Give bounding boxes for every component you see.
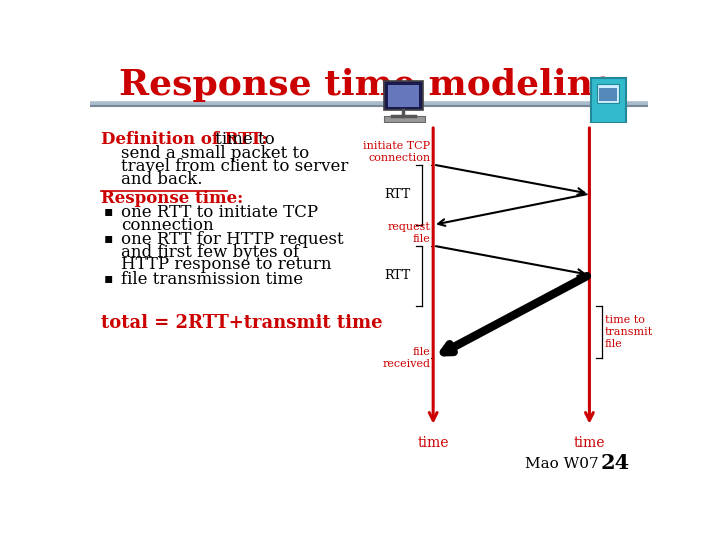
Text: Response time modeling: Response time modeling xyxy=(120,68,618,102)
Text: ▪: ▪ xyxy=(104,271,113,285)
Text: HTTP response to return: HTTP response to return xyxy=(121,256,331,273)
Text: time to: time to xyxy=(210,131,275,148)
Text: and back.: and back. xyxy=(121,171,202,188)
Text: request
file: request file xyxy=(387,222,431,244)
Text: time: time xyxy=(574,436,606,450)
Text: Mao W07: Mao W07 xyxy=(526,457,599,471)
Text: 24: 24 xyxy=(600,453,630,473)
Text: travel from client to server: travel from client to server xyxy=(121,158,348,175)
Text: and first few bytes of: and first few bytes of xyxy=(121,244,299,261)
Text: ▪: ▪ xyxy=(104,231,113,245)
Text: one RTT to initiate TCP: one RTT to initiate TCP xyxy=(121,204,318,221)
Text: RTT: RTT xyxy=(384,188,411,201)
Text: time: time xyxy=(418,436,449,450)
Text: time to
transmit
file: time to transmit file xyxy=(605,315,653,348)
Text: one RTT for HTTP request: one RTT for HTTP request xyxy=(121,231,343,248)
Text: connection: connection xyxy=(121,217,213,234)
Text: Definition of RTT:: Definition of RTT: xyxy=(101,131,268,148)
Text: initiate TCP
connection: initiate TCP connection xyxy=(364,141,431,163)
Text: file
received: file received xyxy=(382,347,431,369)
Text: file transmission time: file transmission time xyxy=(121,271,303,288)
Text: Response time:: Response time: xyxy=(101,190,243,206)
Text: RTT: RTT xyxy=(384,269,411,282)
Text: ▪: ▪ xyxy=(104,204,113,218)
Text: total = 2RTT+transmit time: total = 2RTT+transmit time xyxy=(101,314,383,332)
Text: send a small packet to: send a small packet to xyxy=(121,145,309,161)
